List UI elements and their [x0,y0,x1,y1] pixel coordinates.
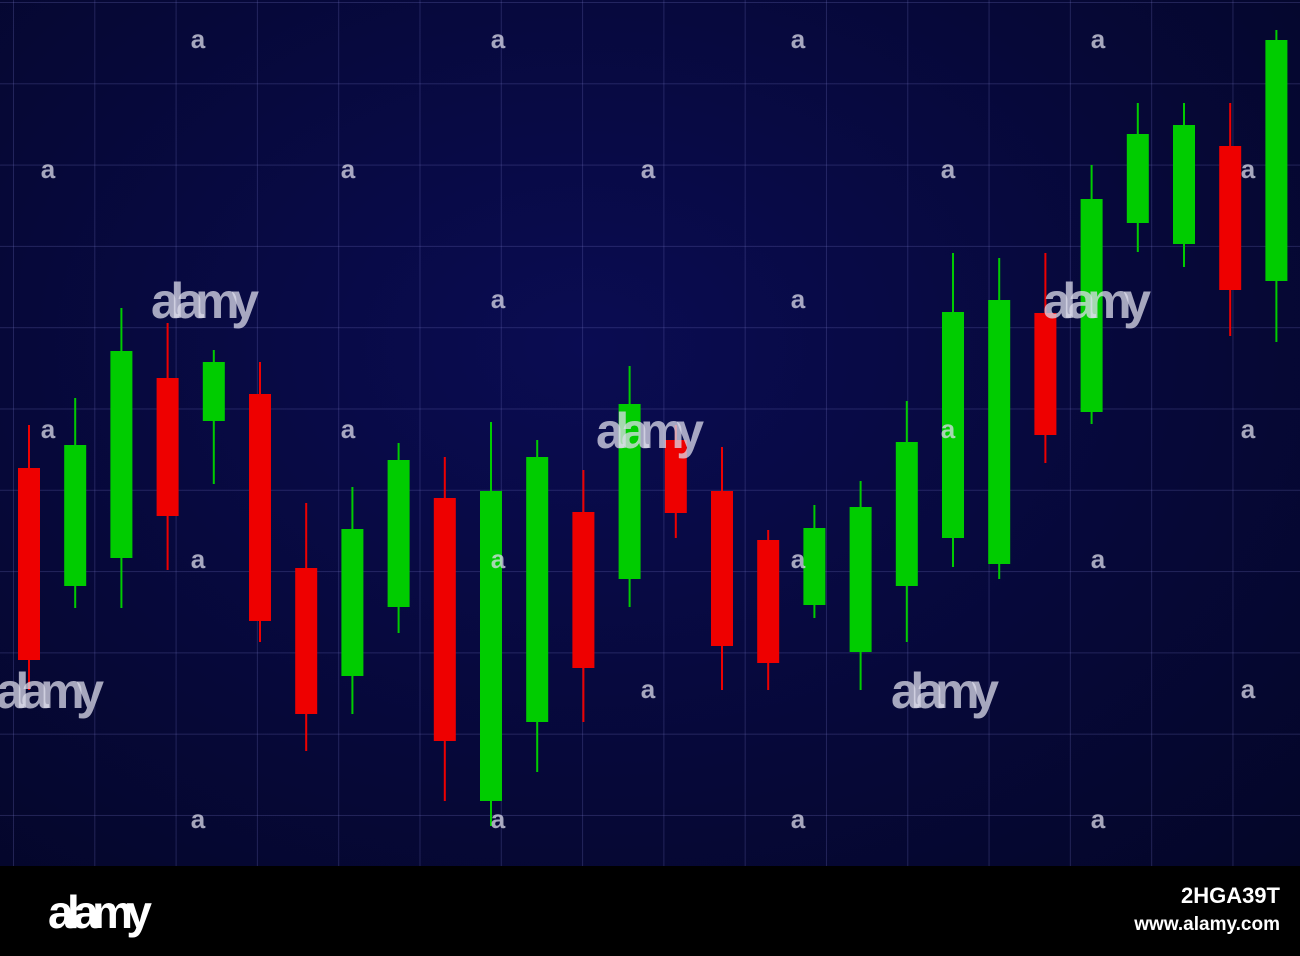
watermark: alamy [596,403,704,459]
watermark: alamy [1043,273,1151,329]
watermark-small: a [641,154,656,184]
candle-body [433,498,456,741]
watermark: alamy [151,273,259,329]
watermark-small: a [791,284,806,314]
candle-body [249,394,271,621]
watermark-small: a [791,804,806,834]
watermark-small: a [791,24,806,54]
footer-logo: alamy [48,886,152,938]
candle-body [895,442,918,586]
candle-body [341,529,364,676]
candle-body [1219,146,1242,290]
candle-body [202,362,225,421]
candle-body [988,300,1011,564]
candle-body [572,512,595,668]
candle-body [64,445,87,586]
candle-body [110,351,133,558]
watermark-small: a [341,414,356,444]
candle-body [803,528,826,605]
candle-body [711,491,733,646]
watermark: alamy [0,663,104,719]
watermark-small: a [491,24,506,54]
watermark-small: a [191,544,206,574]
candle-body [618,404,641,579]
candle-body [295,568,318,714]
watermark: alamy [891,663,999,719]
watermark-small: a [641,674,656,704]
watermark-small: a [1241,154,1256,184]
watermark-small: a [1241,674,1256,704]
footer-url: www.alamy.com [1133,914,1280,935]
watermark-small: a [1091,24,1106,54]
candle-body [664,440,687,513]
candle-body [480,491,502,801]
candle-body [1173,125,1195,244]
candle-body [942,312,964,538]
watermark-small: a [191,804,206,834]
candle-body [1080,199,1103,412]
candle-body [156,378,179,516]
image-id: 2HGA39T [1181,883,1281,908]
candle-body [1034,313,1057,435]
watermark-small: a [941,154,956,184]
candle-body [1265,40,1288,281]
candle-body [18,468,40,660]
watermark-small: a [341,154,356,184]
watermark-small: a [1241,414,1256,444]
watermark-small: a [941,414,956,444]
candle-body [1126,134,1149,223]
candle-body [849,507,872,652]
watermark-small: a [491,544,506,574]
chart-background [0,0,1300,866]
watermark-small: a [491,284,506,314]
watermark-small: a [41,154,56,184]
watermark-small: a [41,414,56,444]
candle-body [526,457,549,722]
watermark-small: a [191,24,206,54]
candle-body [757,540,780,663]
watermark-small: a [1091,804,1106,834]
watermark-small: a [791,544,806,574]
candle-body [387,460,410,607]
watermark-small: a [491,804,506,834]
watermark-small: a [1091,544,1106,574]
